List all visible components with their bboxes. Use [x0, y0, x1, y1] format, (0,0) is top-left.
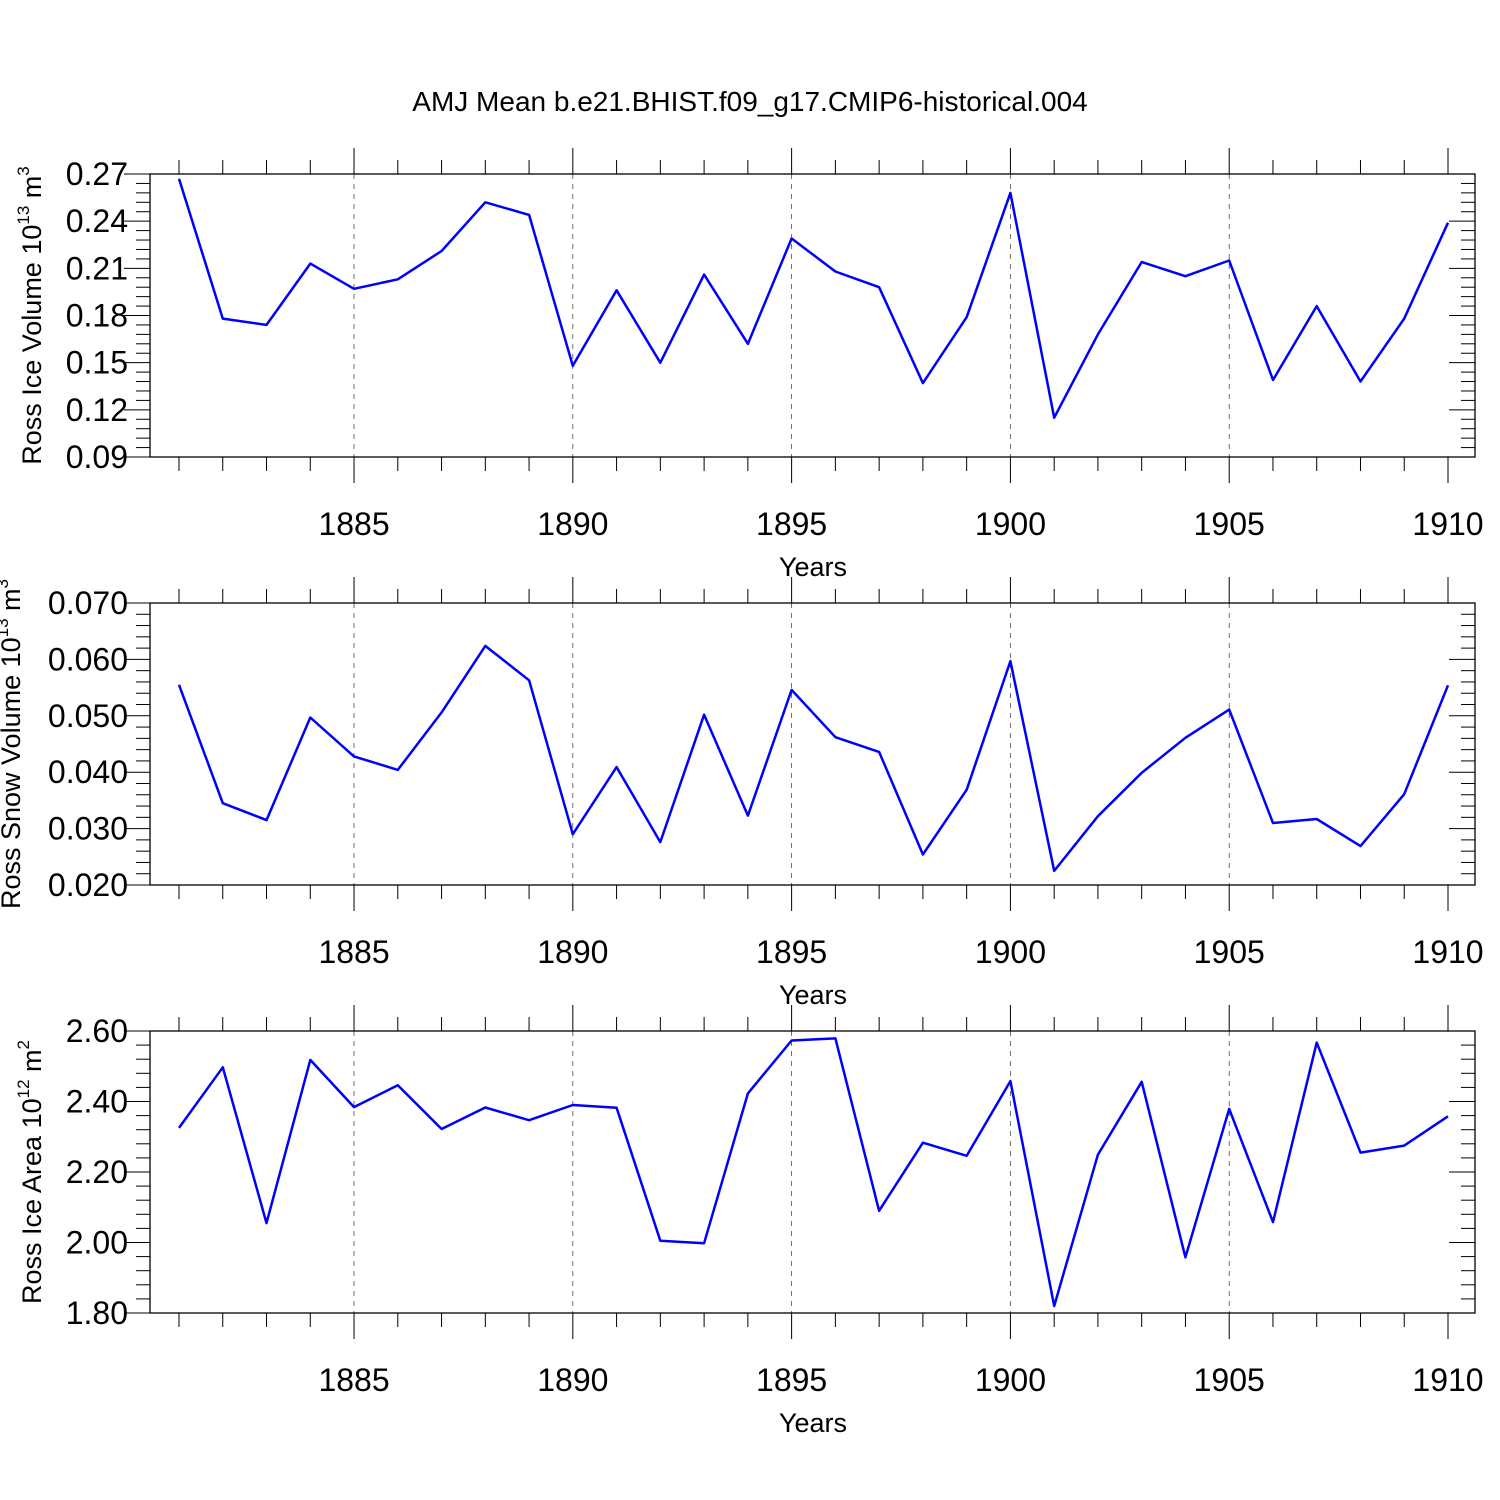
y-tick-label: 2.00 [66, 1225, 128, 1261]
x-tick-label: 1895 [756, 934, 827, 970]
y-tick-label: 1.80 [66, 1295, 128, 1331]
x-tick-label: 1885 [318, 506, 389, 542]
x-tick-label: 1900 [975, 934, 1046, 970]
panel-2: 0.020 0.030 0.040 0.050 0.060 0.070 1885 1890 18… [0, 577, 1484, 1010]
y-axis-label: Ross Ice Volume 1013 m3 [14, 166, 47, 465]
x-tick-label: 1910 [1412, 506, 1483, 542]
y-tick-label: 0.24 [66, 203, 128, 239]
y-tick-label: 2.60 [66, 1013, 128, 1049]
y-tick-label: 0.060 [48, 641, 128, 677]
y-tick-label: 0.050 [48, 698, 128, 734]
y-axis-label: Ross Ice Area 1012 m2 [14, 1040, 47, 1304]
plot-frame [149, 602, 1476, 886]
x-tick-label: 1885 [318, 1362, 389, 1398]
panels: 0.09 0.12 0.15 0.18 0.21 0.24 0.27 1885 1890 1895… [0, 148, 1484, 1438]
chart-title: AMJ Mean b.e21.BHIST.f09_g17.CMIP6-histo… [412, 86, 1087, 117]
x-tick-label: 1900 [975, 506, 1046, 542]
y-tick-label: 0.27 [66, 156, 128, 192]
y-axis-label: Ross Snow Volume 1013 m3 [0, 579, 26, 909]
x-axis-label: Years [779, 552, 847, 582]
plot-frame [149, 173, 1476, 458]
y-tick-label: 2.20 [66, 1154, 128, 1190]
x-tick-label: 1910 [1412, 934, 1483, 970]
x-tick-label: 1890 [537, 506, 608, 542]
plot-frame [149, 1030, 1476, 1314]
x-axis-label: Years [779, 1408, 847, 1438]
y-tick-label: 2.40 [66, 1084, 128, 1120]
x-tick-label: 1890 [537, 934, 608, 970]
x-tick-label: 1905 [1194, 934, 1265, 970]
x-tick-label: 1910 [1412, 1362, 1483, 1398]
x-tick-label: 1895 [756, 506, 827, 542]
x-tick-label: 1890 [537, 1362, 608, 1398]
y-tick-label: 0.18 [66, 298, 128, 334]
x-tick-label: 1895 [756, 1362, 827, 1398]
x-tick-label: 1905 [1194, 506, 1265, 542]
x-axis-label: Years [779, 980, 847, 1010]
y-tick-label: 0.21 [66, 250, 128, 286]
x-tick-label: 1900 [975, 1362, 1046, 1398]
x-tick-label: 1885 [318, 934, 389, 970]
y-tick-label: 0.070 [48, 585, 128, 621]
y-tick-label: 0.020 [48, 867, 128, 903]
y-tick-label: 0.12 [66, 392, 128, 428]
y-tick-label: 0.030 [48, 811, 128, 847]
series-line [177, 178, 1450, 419]
y-tick-label: 0.15 [66, 345, 128, 381]
series-line [177, 1037, 1449, 1308]
x-tick-label: 1905 [1194, 1362, 1265, 1398]
y-tick-label: 0.09 [66, 439, 128, 475]
panel-1: 0.09 0.12 0.15 0.18 0.21 0.24 0.27 1885 1890 1895… [14, 148, 1484, 582]
series-line [177, 644, 1450, 873]
panel-3: 1.80 2.00 2.20 2.40 2.60 1885 1890 1895 1900 1905… [14, 1005, 1484, 1438]
y-tick-label: 0.040 [48, 754, 128, 790]
